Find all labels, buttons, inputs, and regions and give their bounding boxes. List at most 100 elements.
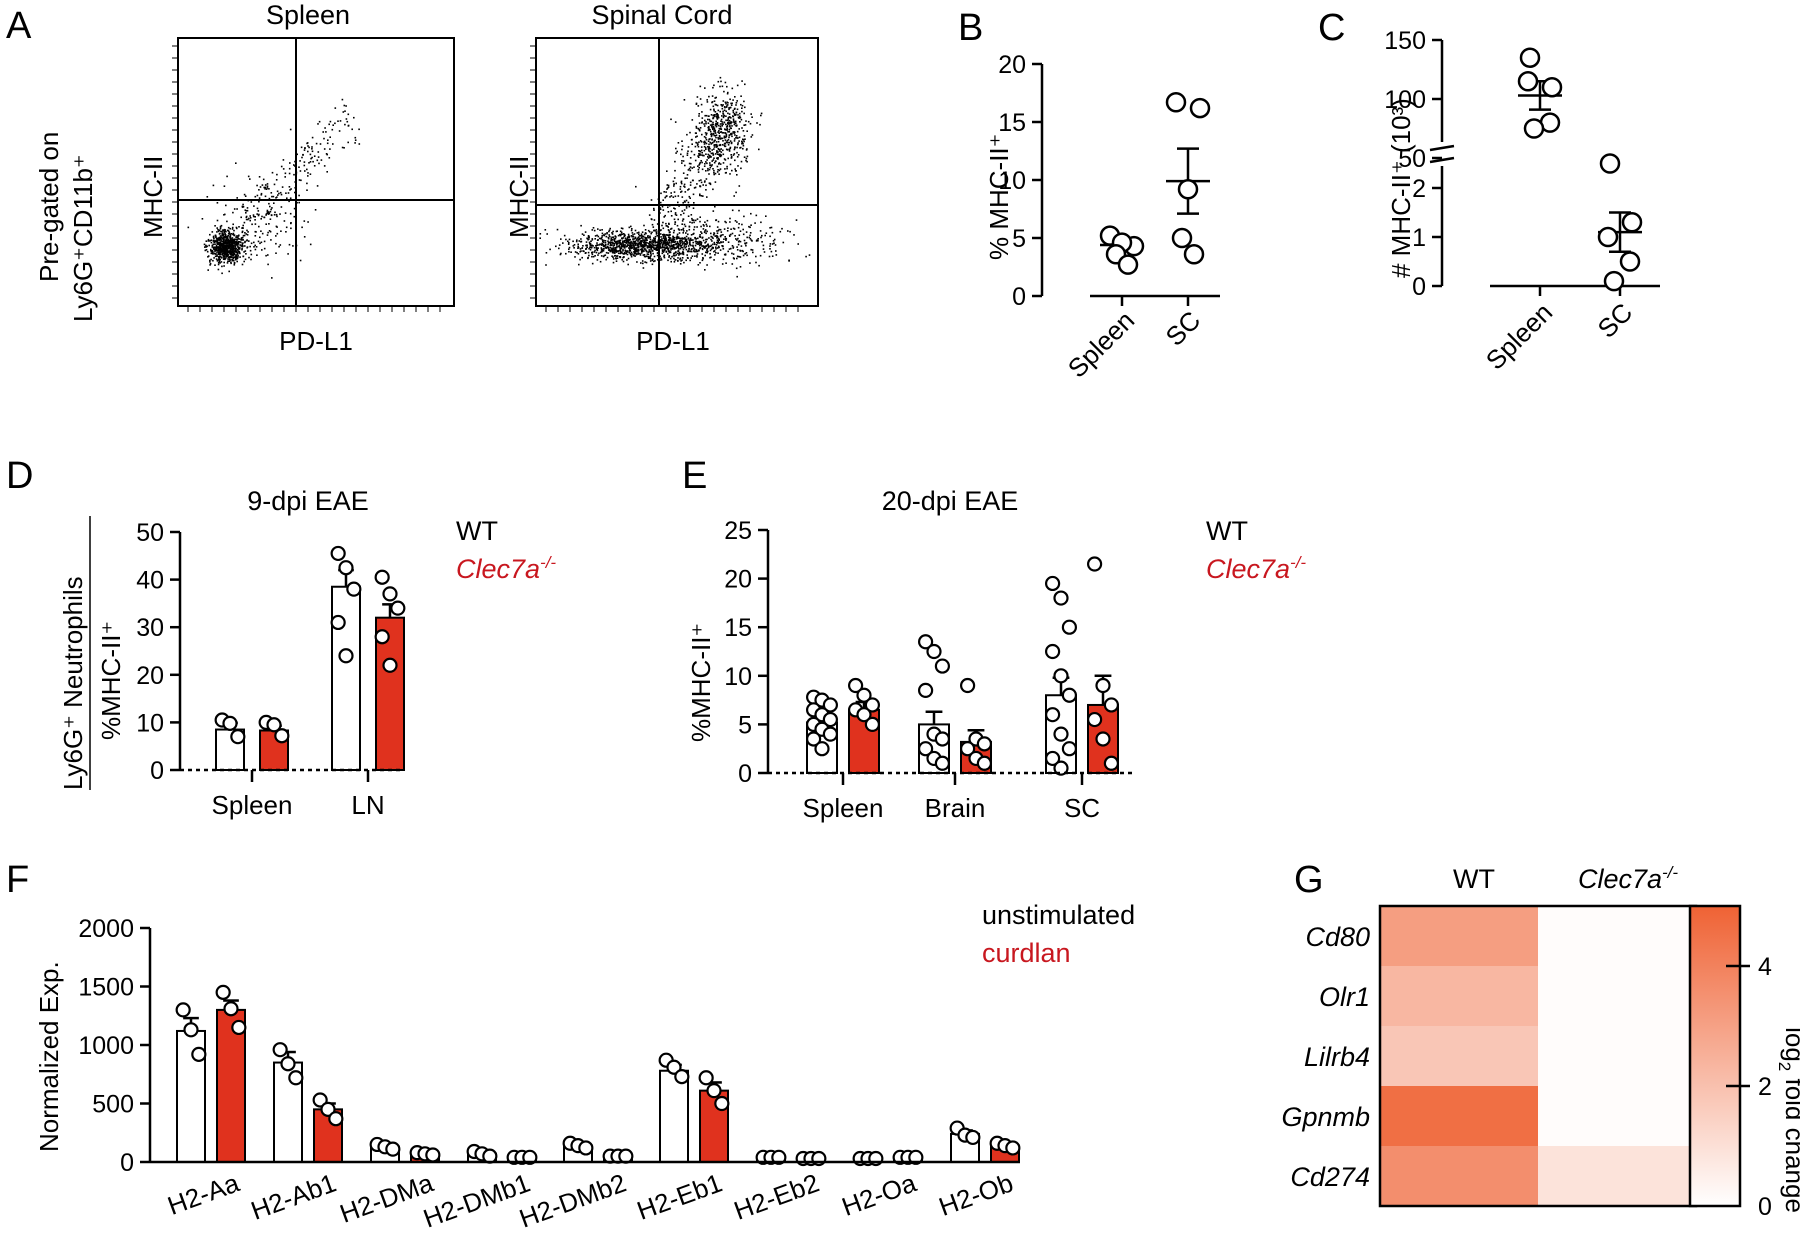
flow-event <box>273 214 276 216</box>
flow-event <box>667 248 669 250</box>
flow-event <box>710 152 713 155</box>
flow-event <box>705 178 708 180</box>
flow-event <box>667 211 670 213</box>
flow-event <box>620 251 622 254</box>
flow-event <box>217 258 220 261</box>
flow-event <box>727 119 729 122</box>
flow-event <box>685 235 688 238</box>
flow-event <box>704 87 706 89</box>
flow-event <box>702 228 705 230</box>
flow-event <box>300 179 302 182</box>
flow-event <box>681 240 684 243</box>
data-point <box>522 1149 538 1165</box>
flow-event <box>717 136 719 139</box>
flow-event <box>744 253 746 255</box>
flow-event <box>220 261 223 263</box>
flow-event <box>311 156 313 159</box>
flow-event <box>270 192 273 194</box>
flow-event <box>622 260 625 263</box>
flow-event <box>620 243 622 246</box>
flow-event <box>743 100 745 103</box>
flow-event <box>682 218 684 220</box>
flow-event <box>252 215 255 218</box>
flow-event <box>661 252 664 255</box>
flow-event <box>684 164 686 167</box>
flow-event <box>795 219 798 221</box>
flow-event <box>619 241 621 244</box>
flow-event <box>245 218 248 221</box>
flow-event <box>677 245 680 248</box>
flow-event <box>703 123 705 125</box>
flow-event <box>630 255 633 258</box>
flow-event <box>771 231 774 234</box>
flow-event <box>696 144 699 146</box>
flow-event <box>718 242 721 244</box>
flow-event <box>675 243 678 245</box>
flow-event <box>673 177 676 179</box>
flow-event <box>674 169 676 172</box>
data-point <box>1519 47 1541 68</box>
flow-event <box>666 234 668 236</box>
flow-event <box>688 241 691 244</box>
flow-event <box>235 251 237 254</box>
flow-event <box>719 155 722 158</box>
flow-event <box>615 242 618 244</box>
flow-event <box>281 186 284 188</box>
flow-event <box>629 246 632 248</box>
flow-event <box>632 242 634 245</box>
flow-event <box>653 229 655 232</box>
flow-event <box>267 254 269 256</box>
flow-event <box>637 251 639 253</box>
x-tick-label: H2-DMb2 <box>515 1167 630 1233</box>
flow-event <box>303 149 306 151</box>
flow-event <box>609 250 611 253</box>
flow-event <box>686 254 688 256</box>
flow-event <box>727 241 730 243</box>
flow-event <box>602 250 605 252</box>
flow-event <box>234 258 237 261</box>
flow-event <box>749 262 751 264</box>
flow-event <box>724 81 727 84</box>
flow-event <box>687 201 690 204</box>
legend-unstimulated: unstimulated <box>982 900 1135 930</box>
flow-event <box>682 227 685 230</box>
flow-event <box>658 236 660 239</box>
flow-event <box>723 228 726 230</box>
data-point <box>1103 697 1120 713</box>
flow-event <box>232 259 235 262</box>
flow-event <box>743 239 746 242</box>
flow-event <box>659 206 661 209</box>
flow-event <box>567 240 569 243</box>
flow-event <box>667 236 670 238</box>
flow-event <box>221 243 224 245</box>
flow-event <box>582 245 584 247</box>
x-tick-label: Spleen <box>803 793 884 823</box>
flow-event <box>235 236 237 238</box>
flow-event <box>659 245 662 248</box>
flow-event <box>705 238 707 241</box>
data-point <box>814 741 830 757</box>
flow-event <box>598 244 600 246</box>
flow-event <box>288 167 291 170</box>
flow-event <box>654 242 656 244</box>
flow-event <box>244 250 247 252</box>
flow-event <box>699 220 701 223</box>
flow-event <box>268 223 270 225</box>
flow-event <box>603 245 606 247</box>
flow-event <box>727 122 729 124</box>
flow-event <box>679 239 681 242</box>
flow-event <box>690 257 692 259</box>
flow-event <box>713 109 715 112</box>
flow-event <box>663 191 665 193</box>
flow-event <box>660 236 662 238</box>
flow-event <box>326 142 329 145</box>
flow-event <box>590 240 592 243</box>
data-point <box>1044 575 1061 592</box>
flow-event <box>670 192 672 194</box>
flow-event <box>670 210 672 213</box>
flow-event <box>249 245 251 248</box>
flow-event <box>236 197 238 199</box>
flow-event <box>749 226 751 229</box>
flow-event <box>642 240 644 242</box>
